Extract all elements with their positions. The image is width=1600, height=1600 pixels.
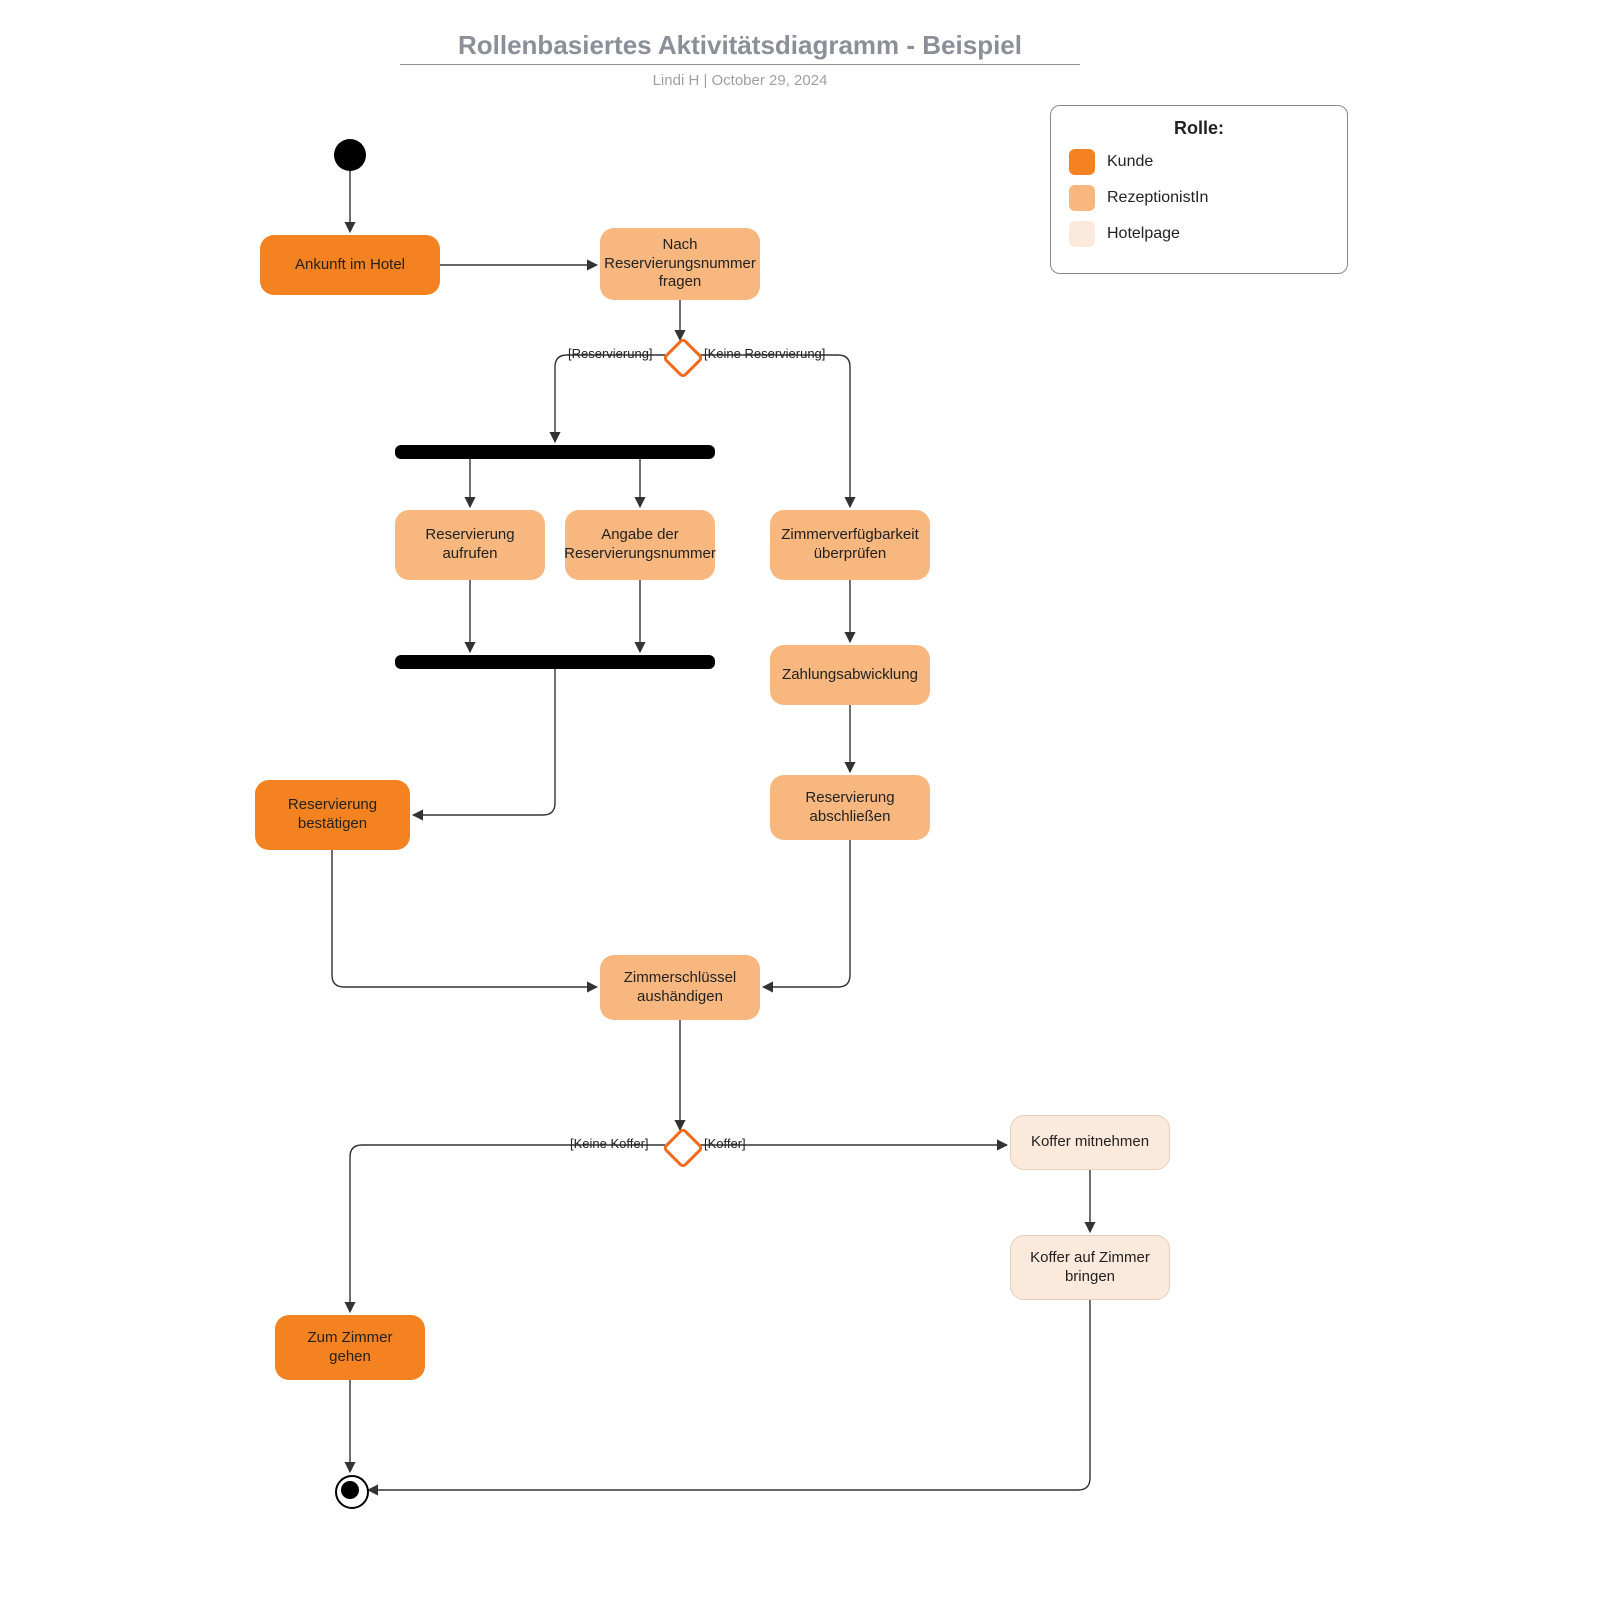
activity-schluessel: Zimmerschlüssel aushändigen [600,955,760,1020]
legend-item: Kunde [1069,149,1329,175]
guard-label: [Keine Koffer] [570,1136,649,1151]
activity-res_aufrufen: Reservierung aufrufen [395,510,545,580]
activity-zimmer_pruef: Zimmerverfügbarkeit überprüfen [770,510,930,580]
edge [695,355,850,507]
legend-label: Hotelpage [1107,225,1180,243]
activity-angabe: Angabe der Reservierungsnummer [565,510,715,580]
activity-koffer_bring: Koffer auf Zimmer bringen [1010,1235,1170,1300]
activity-koffer_mit: Koffer mitnehmen [1010,1115,1170,1170]
fork-bar [395,445,715,459]
edge [350,1145,665,1312]
activity-zum_zimmer: Zum Zimmer gehen [275,1315,425,1380]
activity-ankunft: Ankunft im Hotel [260,235,440,295]
activity-nach_res: Nach Reservierungsnummer fragen [600,228,760,300]
edge [763,840,850,987]
legend-swatch [1069,149,1095,175]
legend-swatch [1069,185,1095,211]
edge [555,355,665,442]
edge [413,669,555,815]
join-bar [395,655,715,669]
legend-item: Hotelpage [1069,221,1329,247]
edge [368,1300,1090,1490]
decision-d1 [662,337,704,379]
diagram-canvas: Rollenbasiertes Aktivitätsdiagramm - Bei… [0,0,1600,1600]
start-node [334,139,366,171]
guard-label: [Reservierung] [568,346,653,361]
legend-title: Rolle: [1069,118,1329,139]
legend-label: Kunde [1107,153,1153,171]
legend-item: RezeptionistIn [1069,185,1329,211]
legend-box: Rolle: Kunde RezeptionistIn Hotelpage [1050,105,1348,274]
legend-label: RezeptionistIn [1107,189,1208,207]
guard-label: [Keine Reservierung] [704,346,825,361]
decision-d2 [662,1127,704,1169]
activity-res_best: Reservierung bestätigen [255,780,410,850]
page-subtitle: Lindi H | October 29, 2024 [580,72,900,89]
activity-res_abschl: Reservierung abschließen [770,775,930,840]
legend-swatch [1069,221,1095,247]
activity-zahlung: Zahlungsabwicklung [770,645,930,705]
edge [332,850,597,987]
guard-label: [Koffer] [704,1136,746,1151]
page-title: Rollenbasiertes Aktivitätsdiagramm - Bei… [430,30,1050,61]
title-rule [400,64,1080,65]
